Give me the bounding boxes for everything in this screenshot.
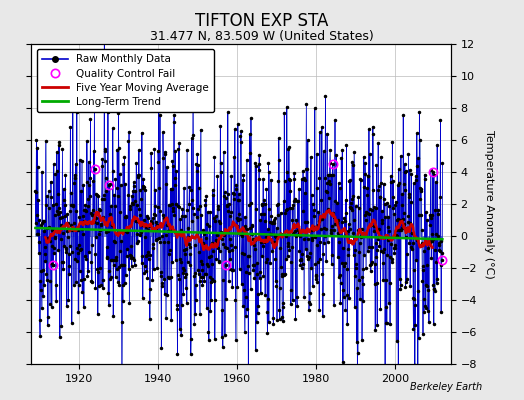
Text: Berkeley Earth: Berkeley Earth xyxy=(410,382,482,392)
Y-axis label: Temperature Anomaly (°C): Temperature Anomaly (°C) xyxy=(484,130,494,278)
Text: TIFTON EXP STA: TIFTON EXP STA xyxy=(195,12,329,30)
Legend: Raw Monthly Data, Quality Control Fail, Five Year Moving Average, Long-Term Tren: Raw Monthly Data, Quality Control Fail, … xyxy=(37,49,214,112)
Text: 31.477 N, 83.509 W (United States): 31.477 N, 83.509 W (United States) xyxy=(150,30,374,43)
